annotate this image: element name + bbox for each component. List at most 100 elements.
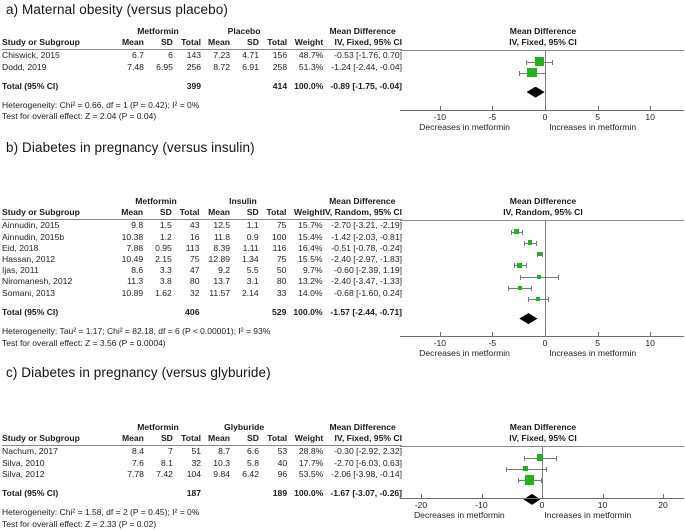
weight: 15.5%: [298, 254, 323, 265]
panel-diabetes-insulin: b) Diabetes in pregnancy (versus insulin…: [0, 130, 685, 358]
sd-2: 6.42: [242, 468, 259, 479]
total-mean-difference-ci: -0.89 [-1.75, -0.04]: [330, 80, 402, 91]
total-1: 47: [189, 265, 200, 276]
sd-1: 6: [168, 50, 173, 61]
axis-tick: [492, 106, 494, 110]
sd-2: 3.1: [246, 276, 259, 287]
panel-title-a: a) Maternal obesity (versus placebo): [6, 2, 228, 17]
study-effect-marker: [527, 68, 537, 78]
ci-cap-left: [519, 274, 521, 280]
total-1: 43: [189, 220, 200, 231]
mean-difference-ci: -2.06 [-3.98, -0.14]: [331, 468, 402, 479]
column-header: IV, Random, 95% CI: [322, 207, 402, 221]
group-header-row: Metformin Insulin Mean Difference: [2, 196, 402, 207]
ci-cap-right: [531, 286, 532, 291]
column-header-row: Study or Subgroup Mean SD Total Mean SD Total W…: [2, 37, 402, 51]
column-header: Mean: [114, 433, 144, 447]
table-row: Eid, 2018 7.88 0.95 113 8.39 1.11 116 16.4% -0.5…: [2, 243, 402, 254]
plot-top-rule: [400, 220, 684, 221]
total-1: 16: [189, 231, 200, 242]
column-header: Study or Subgroup: [2, 433, 115, 447]
sd-1: 3.8: [159, 276, 172, 287]
x-axis-line: [400, 498, 684, 499]
weight: 28.8%: [298, 446, 324, 457]
study-name: Eid, 2018: [2, 242, 39, 253]
study-name: Dodd, 2019: [2, 61, 47, 72]
table-row: Niromanesh, 2012 11.3 3.8 80 13.7 3.1 80 13.2% -…: [2, 276, 402, 287]
mean-1: 10.89: [121, 287, 144, 298]
zero-effect-line: [542, 447, 543, 498]
study-effect-marker: [534, 57, 544, 66]
column-header: Total: [171, 207, 200, 221]
axis-tick-label: 0: [542, 112, 548, 122]
group-label-left: Metformin: [137, 422, 179, 432]
study-name: Ainnudin, 2015b: [2, 231, 65, 242]
sd-2: 1.11: [242, 242, 259, 253]
sd-2: 6.91: [242, 61, 259, 72]
column-header: Total: [172, 37, 202, 51]
overall-effect-text: Test for overall effect: Z = 2.33 (P = 0…: [2, 518, 157, 529]
total-n-1: 399: [186, 80, 202, 91]
total-row: Total (95% CI) 187 189 100.0% -1.67 [-3.07, …: [2, 480, 402, 499]
study-name: Hassan, 2012: [2, 254, 56, 265]
sd-1: 7: [168, 446, 173, 457]
mean-difference-ci: -0.51 [-0.78, -0.24]: [331, 242, 402, 253]
group-blank-weight: [287, 26, 323, 37]
plot-header-line1: Mean Difference: [509, 422, 577, 432]
table-row: Ijas, 2011 8.6 3.3 47 9.2 5.5 50 9.7% -0.60 [-2.…: [2, 265, 402, 276]
ci-cap-left: [508, 286, 510, 291]
overall-effect-text: Test for overall effect: Z = 3.56 (P = 0…: [2, 337, 166, 348]
heterogeneity-text: Heterogeneity: Tau² = 1.17; Chi² = 82.18…: [2, 326, 271, 337]
total-1: 256: [186, 61, 202, 72]
x-axis-line: [400, 110, 684, 111]
mean-difference-ci: -2.40 [-2.97, -1.83]: [331, 254, 402, 265]
total-n-2: 414: [272, 80, 288, 91]
axis-tick-label: -5: [488, 112, 497, 122]
mean-2: 8.7: [218, 446, 231, 457]
overall-effect-text: Test for overall effect: Z = 2.04 (P = 0…: [2, 111, 157, 122]
group-label-right: Insulin: [229, 196, 257, 206]
study-name: Niromanesh, 2012: [2, 276, 73, 287]
column-header-row: Study or Subgroup Mean SD Total Mean SD Total W…: [2, 207, 402, 221]
axis-note-right: Increases in metformin: [549, 122, 637, 132]
study-name: Nachum, 2017: [2, 446, 58, 457]
plot-top-rule: [400, 446, 684, 447]
column-header: SD: [143, 433, 173, 447]
weight: 16.4%: [298, 242, 323, 253]
mean-difference-ci: -0.60 [-2.39, 1.19]: [334, 265, 402, 276]
axis-tick: [439, 332, 441, 336]
total-2: 258: [272, 61, 288, 72]
axis-tick: [481, 494, 483, 498]
total-1: 32: [189, 287, 200, 298]
axis-tick-label: 5: [595, 112, 600, 122]
axis-tick: [597, 332, 599, 336]
mean-difference-ci: -1.42 [-2.03, -0.81]: [331, 231, 402, 242]
axis-tick-label: -10: [433, 112, 447, 122]
column-header: Weight: [287, 433, 324, 447]
mean-1: 10.49: [121, 254, 144, 265]
forest-table-b: Metformin Insulin Mean Difference Study or …: [2, 196, 402, 318]
plot-header-line2: IV, Random, 95% CI: [503, 207, 583, 217]
column-header: Weight: [287, 37, 324, 51]
column-header: Study or Subgroup: [2, 207, 113, 221]
plot-header-line1: Mean Difference: [509, 26, 577, 36]
column-header: SD: [230, 433, 259, 447]
table-row: Hassan, 2012 10.49 2.15 75 12.89 1.34 75 15.5% -…: [2, 254, 402, 265]
total-label: Total (95% CI): [2, 80, 59, 91]
plot-header-line2: IV, Fixed, 95% CI: [509, 37, 577, 47]
study-name: Silva, 2012: [2, 468, 45, 479]
axis-tick: [542, 494, 543, 498]
study-name: Somani, 2013: [2, 287, 56, 298]
sd-1: 8.1: [160, 457, 173, 468]
weight: 17.7%: [298, 457, 324, 468]
axis-tick: [492, 332, 494, 336]
table-row: Nachum, 2017 8.4 7 51 8.7 6.6 53 28.8% -0.30 [-2…: [2, 446, 402, 458]
mean-1: 7.88: [126, 242, 144, 253]
study-name: Silva, 2010: [2, 457, 45, 468]
ci-cap-left: [505, 466, 507, 472]
forest-table-c: Metformin Glyburide Mean Difference Study o…: [2, 422, 402, 499]
study-name: Ijas, 2011: [2, 265, 39, 276]
total-weight: 100.0%: [293, 306, 323, 317]
study-effect-marker: [514, 229, 519, 234]
ci-cap-right: [557, 274, 559, 280]
